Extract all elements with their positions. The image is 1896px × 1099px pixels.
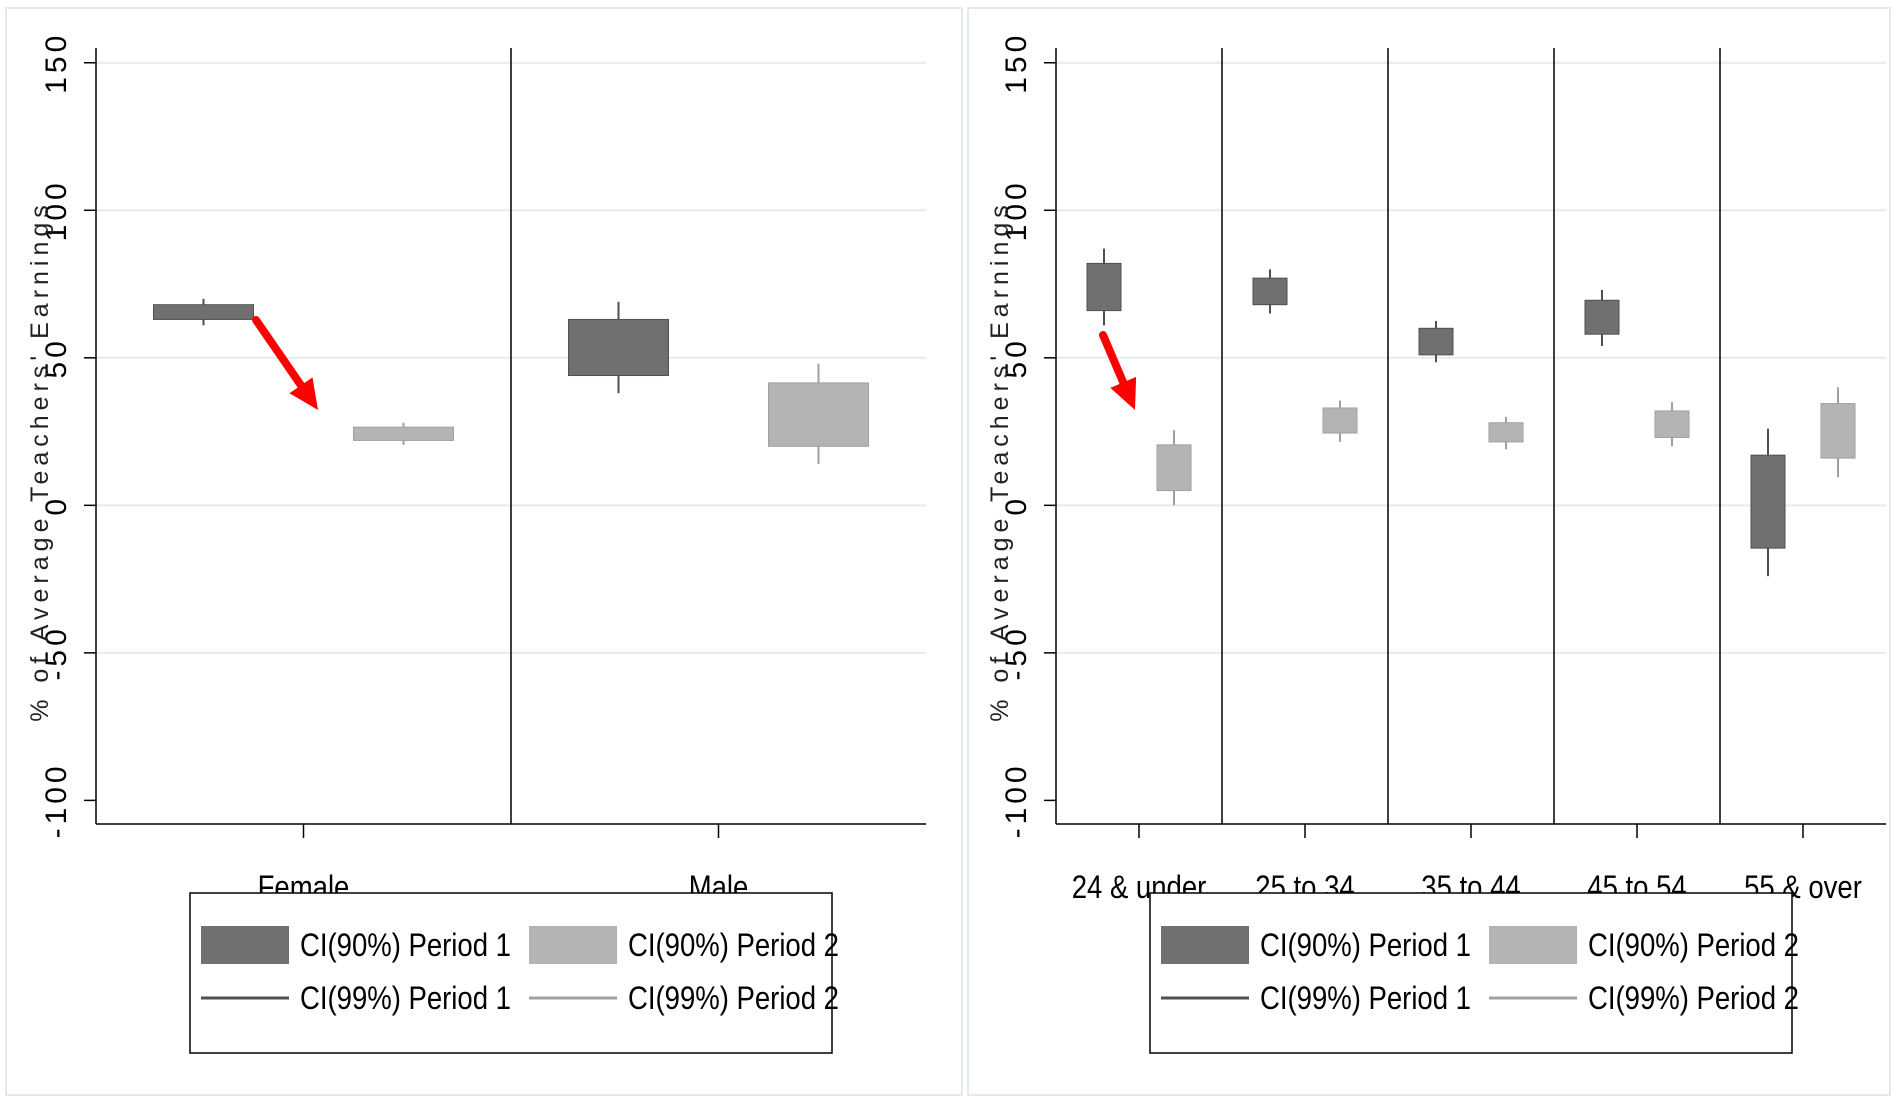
legend-label: CI(90%) Period 2 bbox=[628, 928, 839, 963]
y-tick-label: 0 bbox=[40, 495, 73, 516]
ci90-box bbox=[1252, 277, 1288, 306]
ci90-box bbox=[1488, 422, 1524, 443]
ci90-box bbox=[1322, 407, 1358, 434]
legend-swatch bbox=[529, 926, 617, 964]
y-tick-label: 150 bbox=[40, 32, 73, 94]
ci90-box bbox=[153, 304, 254, 320]
legend-swatch bbox=[201, 926, 289, 964]
legend-label: CI(99%) Period 1 bbox=[300, 981, 511, 1016]
chart-panel-1: -100 -50 0 50 100 150 % of Average Teachers' E… bbox=[5, 7, 963, 1096]
annotation-arrow-right bbox=[1099, 331, 1137, 410]
panel-frame bbox=[967, 7, 1891, 1096]
legend-label: CI(99%) Period 2 bbox=[628, 981, 839, 1016]
ci90-box bbox=[1156, 444, 1192, 492]
annotation-arrow-left bbox=[252, 316, 318, 410]
ci90-box bbox=[1584, 299, 1620, 335]
y-axis-label: % of Average Teachers' Earnings bbox=[986, 200, 1014, 722]
y-axis-label: % of Average Teachers' Earnings bbox=[26, 200, 54, 722]
legend-swatch bbox=[1161, 926, 1249, 964]
legend-swatch bbox=[1489, 926, 1577, 964]
y-tick-label: -50 bbox=[40, 625, 73, 680]
arrow-shaft bbox=[1099, 331, 1128, 387]
ci90-box bbox=[1654, 410, 1690, 438]
ci90-box bbox=[1418, 327, 1454, 356]
y-tick-label: -100 bbox=[40, 762, 73, 838]
arrow-shaft bbox=[252, 316, 305, 390]
y-tick-label: 150 bbox=[1000, 32, 1033, 94]
y-tick-label: -100 bbox=[1000, 762, 1033, 838]
y-tick-label: 100 bbox=[40, 179, 73, 241]
chart-panel-2: -100 -50 0 50 100 150 % of Average Teachers' E… bbox=[967, 7, 1891, 1096]
y-tick-label: 0 bbox=[1000, 495, 1033, 516]
arrow-head bbox=[1110, 376, 1137, 410]
y-tick-label: 100 bbox=[1000, 179, 1033, 241]
legend bbox=[1149, 892, 1793, 1054]
ci90-box bbox=[1086, 262, 1122, 312]
legend-label: CI(90%) Period 1 bbox=[300, 928, 511, 963]
y-tick-label: -50 bbox=[1000, 625, 1033, 680]
legend-label: CI(90%) Period 2 bbox=[1588, 928, 1799, 963]
legend-label: CI(90%) Period 1 bbox=[1260, 928, 1471, 963]
y-tick-label: 50 bbox=[1000, 337, 1033, 378]
ci90-box bbox=[1820, 403, 1856, 459]
legend bbox=[189, 892, 833, 1054]
ci90-box bbox=[568, 318, 669, 377]
legend-label: CI(99%) Period 2 bbox=[1588, 981, 1799, 1016]
ci90-box bbox=[353, 426, 454, 441]
panel-frame bbox=[5, 7, 963, 1096]
arrow-head bbox=[289, 377, 318, 410]
ci90-box bbox=[768, 382, 869, 447]
ci90-box bbox=[1750, 454, 1786, 549]
legend-label: CI(99%) Period 1 bbox=[1260, 981, 1471, 1016]
y-tick-label: 50 bbox=[40, 337, 73, 378]
